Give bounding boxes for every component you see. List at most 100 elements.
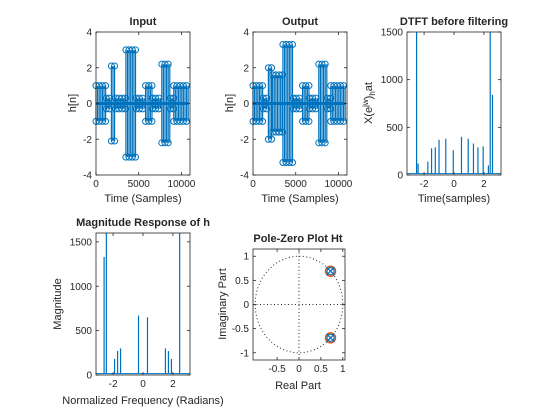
pole-zero-subplot: Pole-Zero Plot Ht Real Part Imaginary Pa… — [217, 233, 346, 392]
input-stem-marker — [128, 46, 136, 54]
pole-zero-xtick-label: 0.5 — [314, 364, 328, 375]
dtft-xtick-label: 0 — [451, 179, 457, 190]
dtft-xtick-label: -2 — [420, 179, 429, 190]
magnitude-series — [96, 233, 190, 375]
output-stem-marker — [305, 117, 313, 125]
input-stem-marker — [164, 139, 172, 147]
dtft-ylabel-sup: jw — [361, 99, 370, 108]
output-stem-marker — [255, 82, 263, 90]
output-ytick-label: 2 — [243, 63, 249, 74]
magnitude-ylabel: Magnitude — [52, 278, 64, 329]
magnitude-ytick-label: 1000 — [70, 282, 93, 293]
output-stem-marker — [278, 71, 286, 79]
input-stem-marker — [118, 94, 126, 102]
output-ytick-label: 0 — [243, 99, 249, 110]
input-stem-marker — [183, 82, 191, 90]
pole-zero-ytick-label: 0.5 — [235, 276, 249, 287]
pole-zero-xtick-label: 0 — [296, 364, 302, 375]
input-stem-marker — [121, 105, 129, 113]
output-stem-marker — [305, 82, 313, 90]
pole-zero-ylabel: Imaginary Part — [217, 268, 229, 340]
input-ytick-label: 2 — [86, 63, 92, 74]
dtft-ylabel-part3: at — [363, 82, 375, 91]
pole-zero-xtick-label: -0.5 — [268, 364, 286, 375]
output-ylabel: h[n] — [224, 94, 236, 112]
output-xlabel: Time (Samples) — [261, 193, 338, 205]
output-stem-marker — [321, 60, 329, 68]
zero-marker — [324, 332, 337, 344]
input-stem-marker — [183, 117, 191, 125]
output-stem-marker — [268, 64, 276, 72]
output-stem-marker — [309, 94, 317, 102]
output-stem-marker — [289, 158, 297, 166]
input-stem-marker — [161, 60, 169, 68]
output-stem-marker — [259, 94, 267, 102]
magnitude-subplot: Magnitude Response of h Normalized Frequ… — [52, 217, 224, 407]
magnitude-xtick-label: -2 — [109, 379, 118, 390]
input-stem-marker — [179, 82, 187, 90]
zero-marker-inner — [326, 333, 335, 342]
pole-zero-ytick-label: 1 — [243, 252, 249, 263]
input-stem-marker — [102, 117, 110, 125]
input-stem-marker — [121, 94, 129, 102]
output-stem-marker — [264, 135, 272, 143]
input-stem-marker — [128, 153, 136, 161]
output-stem-marker — [340, 82, 348, 90]
input-stem-marker — [107, 62, 115, 70]
output-stem-marker — [259, 105, 267, 113]
output-stem-marker — [318, 60, 326, 68]
magnitude-ytick-label: 0 — [86, 371, 92, 382]
input-ytick-label: 0 — [86, 99, 92, 110]
dtft-ytick-label: 500 — [386, 123, 403, 134]
dtft-ylabel: X(ejw)hat — [361, 82, 377, 124]
input-stem-marker — [148, 117, 156, 125]
zero-marker — [324, 265, 337, 277]
pole-zero-xlabel: Real Part — [275, 380, 321, 392]
input-stem-marker — [98, 82, 106, 90]
output-ytick-label: -4 — [240, 171, 249, 182]
input-stem-marker — [118, 105, 126, 113]
dtft-axes-box — [406, 31, 502, 176]
input-ytick-label: -4 — [83, 171, 92, 182]
output-xtick-label: 5000 — [285, 179, 308, 190]
output-stem-marker — [285, 158, 293, 166]
output-stem-marker — [336, 117, 344, 125]
dtft-ylabel-sub: h — [368, 91, 377, 95]
output-stem-marker — [275, 128, 283, 136]
input-stem-marker — [135, 94, 143, 102]
input-stem-marker — [152, 94, 160, 102]
dtft-ytick-label: 1500 — [381, 28, 404, 39]
input-ylabel: h[n] — [67, 94, 79, 112]
pole-zero-series — [253, 249, 345, 360]
output-xtick-label: 10000 — [325, 179, 353, 190]
output-stem-marker — [302, 82, 310, 90]
input-stem-marker — [111, 137, 119, 145]
pole-zero-ytick-label: -1 — [240, 348, 249, 359]
pole-zero-ytick-label: 0 — [243, 300, 249, 311]
dtft-ytick-label: 0 — [397, 171, 403, 182]
output-stem-marker — [259, 82, 267, 90]
output-series — [249, 41, 348, 166]
input-stem-marker — [102, 94, 110, 102]
input-stem-marker — [148, 82, 156, 90]
output-ytick-label: -2 — [240, 135, 249, 146]
input-stem-marker — [107, 137, 115, 145]
input-series — [92, 46, 191, 161]
input-stem-marker — [111, 62, 119, 70]
input-ytick-label: 4 — [86, 28, 92, 39]
output-stem-marker — [275, 71, 283, 79]
dtft-ylabel-part2: ) — [363, 96, 375, 100]
output-stem-marker — [292, 105, 300, 113]
output-ytick-label: 4 — [243, 28, 249, 39]
pole-zero-ytick-label: -0.5 — [232, 324, 250, 335]
output-stem-marker — [309, 105, 317, 113]
output-title: Output — [282, 16, 318, 28]
input-stem-marker — [179, 117, 187, 125]
zero-marker-inner — [326, 267, 335, 276]
dtft-title: DTFT before filtering — [400, 16, 508, 28]
input-title: Input — [130, 16, 157, 28]
input-stem-marker — [98, 117, 106, 125]
input-xtick-label: 5000 — [128, 179, 151, 190]
pole-marker — [326, 266, 336, 276]
